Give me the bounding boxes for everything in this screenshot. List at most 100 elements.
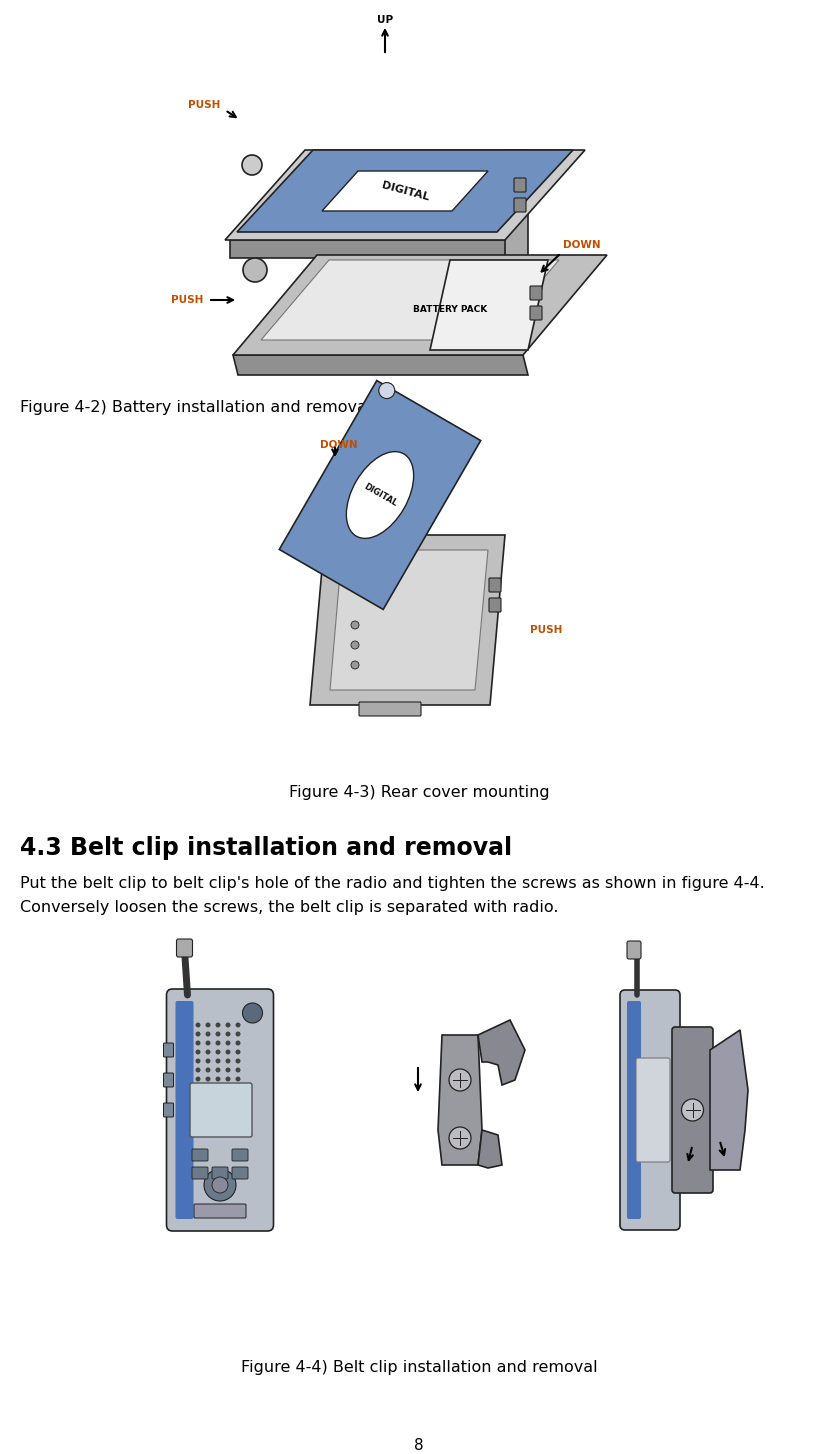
Circle shape: [195, 1022, 201, 1028]
Circle shape: [236, 1050, 241, 1054]
Polygon shape: [230, 240, 510, 257]
Circle shape: [243, 257, 267, 282]
Polygon shape: [310, 535, 505, 705]
FancyBboxPatch shape: [194, 1204, 246, 1218]
Circle shape: [212, 1176, 228, 1192]
Circle shape: [206, 1041, 211, 1045]
Polygon shape: [330, 550, 488, 691]
Text: PUSH: PUSH: [530, 625, 562, 635]
Text: Conversely loosen the screws, the belt clip is separated with radio.: Conversely loosen the screws, the belt c…: [20, 900, 559, 915]
Polygon shape: [279, 381, 481, 609]
Circle shape: [236, 1031, 241, 1037]
Circle shape: [195, 1050, 201, 1054]
FancyBboxPatch shape: [190, 1083, 252, 1137]
Text: Figure 4-2) Battery installation and removal: Figure 4-2) Battery installation and rem…: [20, 400, 372, 414]
Text: DOWN: DOWN: [320, 441, 357, 449]
FancyBboxPatch shape: [359, 702, 421, 715]
Text: 8: 8: [414, 1438, 424, 1453]
Circle shape: [195, 1059, 201, 1063]
Circle shape: [206, 1067, 211, 1073]
FancyBboxPatch shape: [164, 1104, 174, 1117]
Circle shape: [242, 1003, 263, 1024]
Circle shape: [226, 1076, 231, 1082]
Text: UP: UP: [377, 15, 393, 25]
Polygon shape: [438, 1035, 482, 1165]
Polygon shape: [233, 355, 528, 375]
Circle shape: [226, 1031, 231, 1037]
FancyBboxPatch shape: [620, 990, 680, 1230]
Text: PUSH: PUSH: [188, 100, 220, 111]
FancyBboxPatch shape: [232, 1168, 248, 1179]
Circle shape: [206, 1059, 211, 1063]
Circle shape: [216, 1022, 221, 1028]
Circle shape: [681, 1099, 703, 1121]
Circle shape: [449, 1069, 471, 1090]
Circle shape: [236, 1059, 241, 1063]
Text: DOWN: DOWN: [563, 240, 601, 250]
Circle shape: [216, 1076, 221, 1082]
Circle shape: [206, 1022, 211, 1028]
Circle shape: [333, 558, 347, 571]
Circle shape: [449, 1127, 471, 1149]
Text: BATTERY PACK: BATTERY PACK: [413, 305, 487, 314]
Circle shape: [216, 1050, 221, 1054]
Circle shape: [204, 1169, 236, 1201]
Text: Figure 4-3) Rear cover mounting: Figure 4-3) Rear cover mounting: [289, 785, 550, 800]
FancyBboxPatch shape: [176, 939, 192, 957]
Text: 4.3 Belt clip installation and removal: 4.3 Belt clip installation and removal: [20, 836, 512, 859]
Text: Put the belt clip to belt clip's hole of the radio and tighten the screws as sho: Put the belt clip to belt clip's hole of…: [20, 875, 765, 891]
Polygon shape: [478, 1130, 502, 1168]
Text: PUSH: PUSH: [170, 295, 203, 305]
Circle shape: [226, 1050, 231, 1054]
Circle shape: [195, 1067, 201, 1073]
Circle shape: [216, 1031, 221, 1037]
FancyBboxPatch shape: [530, 286, 542, 300]
FancyBboxPatch shape: [627, 941, 641, 960]
Polygon shape: [261, 260, 559, 340]
FancyBboxPatch shape: [232, 1149, 248, 1160]
FancyBboxPatch shape: [489, 598, 501, 612]
Circle shape: [236, 1076, 241, 1082]
Text: DIGITAL: DIGITAL: [362, 481, 399, 507]
FancyBboxPatch shape: [192, 1168, 208, 1179]
FancyBboxPatch shape: [164, 1043, 174, 1057]
Circle shape: [216, 1067, 221, 1073]
Circle shape: [206, 1076, 211, 1082]
Circle shape: [226, 1041, 231, 1045]
Polygon shape: [225, 150, 585, 240]
Text: Figure 4-4) Belt clip installation and removal: Figure 4-4) Belt clip installation and r…: [241, 1359, 597, 1375]
Circle shape: [226, 1022, 231, 1028]
FancyBboxPatch shape: [514, 177, 526, 192]
Polygon shape: [430, 260, 548, 350]
FancyBboxPatch shape: [636, 1059, 670, 1162]
Circle shape: [378, 382, 395, 398]
Circle shape: [236, 1041, 241, 1045]
Circle shape: [195, 1031, 201, 1037]
FancyBboxPatch shape: [514, 198, 526, 212]
Text: DIGITAL: DIGITAL: [380, 180, 430, 202]
Circle shape: [206, 1050, 211, 1054]
Circle shape: [236, 1022, 241, 1028]
FancyBboxPatch shape: [530, 305, 542, 320]
FancyBboxPatch shape: [212, 1168, 228, 1179]
Polygon shape: [237, 150, 573, 233]
Circle shape: [242, 156, 262, 174]
Circle shape: [226, 1067, 231, 1073]
FancyBboxPatch shape: [672, 1027, 713, 1192]
FancyBboxPatch shape: [489, 579, 501, 592]
Circle shape: [236, 1067, 241, 1073]
Circle shape: [206, 1031, 211, 1037]
Polygon shape: [233, 254, 607, 355]
Polygon shape: [478, 1021, 525, 1085]
Circle shape: [351, 621, 359, 630]
Polygon shape: [505, 150, 528, 257]
FancyBboxPatch shape: [166, 989, 274, 1232]
Circle shape: [351, 641, 359, 648]
FancyBboxPatch shape: [627, 1000, 641, 1218]
Circle shape: [216, 1059, 221, 1063]
FancyBboxPatch shape: [164, 1073, 174, 1088]
Circle shape: [351, 662, 359, 669]
Polygon shape: [322, 172, 488, 211]
FancyBboxPatch shape: [192, 1149, 208, 1160]
Circle shape: [195, 1041, 201, 1045]
